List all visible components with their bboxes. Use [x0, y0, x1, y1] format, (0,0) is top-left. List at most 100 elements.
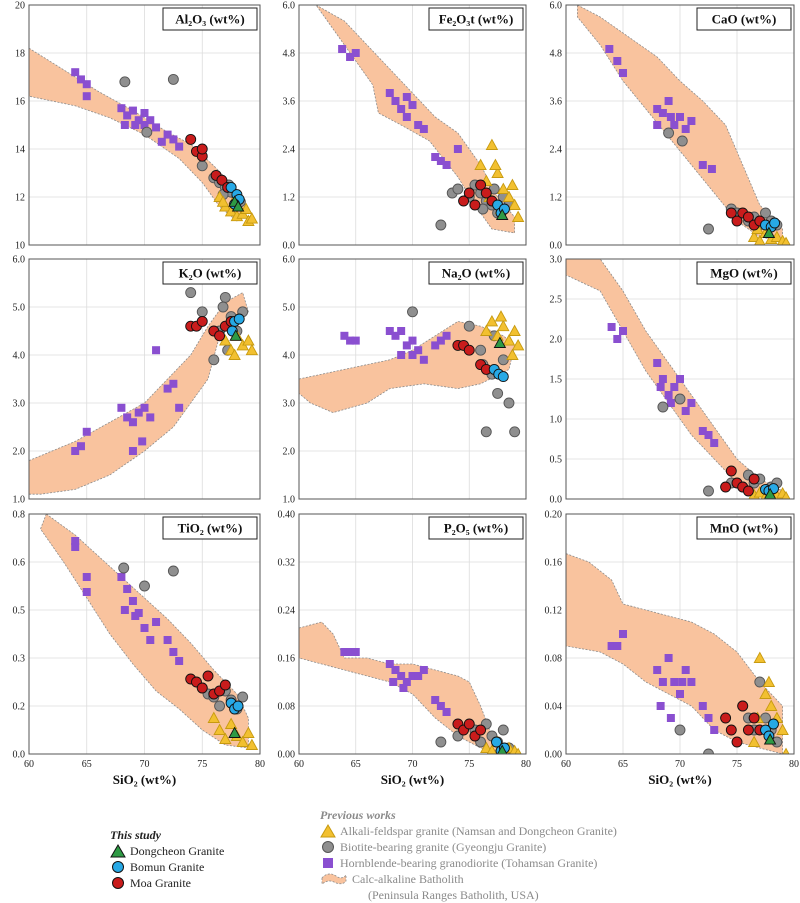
- alkali-point: [508, 198, 521, 210]
- y-tick-label: 0.0: [13, 750, 26, 761]
- circle-icon: [112, 861, 124, 873]
- x-tick-label: 70: [675, 759, 685, 770]
- y-tick-label: 1.5: [550, 375, 563, 386]
- hornblende-point: [664, 97, 673, 105]
- alkali-point: [245, 212, 259, 224]
- alkali-point: [506, 178, 519, 190]
- y-tick-label: 0.8: [13, 510, 26, 521]
- hornblende-point: [82, 588, 91, 596]
- legend-label-hornblende: Hornblende-bearing granodiorite (Tohamsa…: [340, 855, 598, 870]
- circle-icon: [112, 877, 124, 889]
- hornblende-point: [670, 383, 679, 391]
- hornblende-point: [613, 335, 622, 343]
- hornblende-point: [71, 537, 80, 545]
- y-tick-label: 2.5: [550, 295, 563, 306]
- biotite-point: [435, 219, 447, 231]
- hornblende-point: [140, 403, 149, 412]
- y-tick-label: 4.0: [283, 351, 296, 362]
- biotite-point: [452, 183, 464, 195]
- hornblende-point: [687, 678, 696, 686]
- dongcheon-point: [229, 329, 242, 341]
- biotite-point: [219, 291, 231, 303]
- hornblende-point: [152, 618, 161, 626]
- y-tick-label: 0.3: [13, 654, 26, 665]
- hornblende-point: [666, 714, 675, 722]
- moa-point: [720, 712, 732, 724]
- chart-panel-6: 0.0 0.5 1.0 1.5 2.0 2.5 3.0 MgO (wt%): [550, 255, 795, 506]
- hornblende-point: [128, 597, 137, 605]
- alkali-point: [781, 490, 791, 499]
- biotite-point: [703, 748, 714, 754]
- hornblende-point: [346, 53, 355, 61]
- y-tick-label: 1.0: [283, 495, 296, 506]
- hornblende-point: [666, 113, 675, 121]
- y-tick-label: 20: [15, 1, 25, 12]
- y-tick-label: 0.6: [13, 558, 26, 569]
- alkali-point: [511, 210, 525, 222]
- y-tick-label: 4.8: [550, 49, 563, 60]
- panel-frame: [565, 258, 795, 500]
- y-tick-label: 6.0: [283, 1, 296, 12]
- legend-label-alkali: Alkali-feldspar granite (Namsan and Dong…: [340, 823, 617, 838]
- moa-point: [469, 199, 481, 211]
- hornblende-point: [419, 355, 428, 364]
- chart-panel-5: 1.0 2.0 3.0 4.0 5.0 6.0 Na₂O (wt%): [283, 255, 527, 506]
- moa-point: [725, 207, 737, 219]
- legend-item-bomun: Bomun Granite: [110, 859, 224, 875]
- hornblende-point: [175, 403, 184, 412]
- x-axis-label: SiO₂ (wt%): [113, 772, 176, 787]
- panel-frame: [298, 4, 527, 246]
- moa-point: [731, 736, 743, 748]
- hornblende-point: [134, 408, 143, 417]
- batholith-envelope: [29, 292, 249, 495]
- panel-frame: [298, 513, 527, 755]
- hornblende-point: [163, 384, 172, 393]
- moa-point: [219, 679, 231, 691]
- hornblende-point: [152, 346, 161, 355]
- hornblende-point: [698, 702, 707, 710]
- biotite-point: [435, 736, 447, 748]
- hornblende-point: [619, 69, 627, 77]
- batholith-envelope: [29, 47, 249, 222]
- bomun-point: [491, 736, 502, 748]
- alkali-point: [781, 236, 791, 245]
- panel-title-box: [162, 516, 258, 540]
- legend-item-alkali: Alkali-feldspar granite (Namsan and Dong…: [320, 823, 617, 839]
- hornblende-point: [704, 431, 713, 439]
- hornblende-point: [138, 437, 147, 446]
- batholith-envelope: [577, 5, 783, 242]
- legend-item-biotite: Biotite-bearing granite (Gyeongju Granit…: [320, 839, 617, 855]
- y-tick-label: 0.2: [13, 702, 26, 713]
- y-tick-label: 0.0: [550, 495, 563, 506]
- y-tick-label: 3.6: [283, 97, 296, 108]
- hornblende-point: [670, 121, 679, 129]
- chart-panel-3: 0.0 1.2 2.4 3.6 4.8 6.0 CaO (wt%): [550, 1, 795, 252]
- hornblende-point: [134, 116, 143, 125]
- alkali-point: [224, 717, 238, 729]
- chart-panel-1: 10 12 14 16 18 20 Al₂O₃ (wt%): [15, 1, 261, 252]
- hornblende-point: [163, 130, 172, 139]
- alkali-point: [219, 732, 232, 744]
- bomun-point: [233, 313, 245, 325]
- hornblende-point: [351, 336, 360, 345]
- data-points: [605, 45, 791, 245]
- y-tick-label: 16: [15, 97, 25, 108]
- x-axis-label: SiO₂ (wt%): [381, 772, 444, 787]
- biotite-point: [503, 397, 515, 409]
- panel-title: Na₂O (wt%): [442, 266, 511, 281]
- hornblende-point: [658, 678, 667, 686]
- alkali-point: [747, 735, 761, 747]
- chart-panel-9: 0.00 0.04 0.08 0.12 0.16 0.20 60 65 70 75 80 SiO₂ (…: [545, 510, 800, 788]
- panel-title-box: [428, 261, 524, 285]
- data-points: [607, 323, 791, 499]
- x-tick-label: 70: [140, 759, 150, 770]
- biotite-point: [676, 135, 688, 147]
- dongcheon-point: [763, 733, 777, 745]
- x-tick-label: 80: [521, 759, 531, 770]
- data-points: [71, 287, 259, 455]
- moa-point: [463, 718, 475, 730]
- y-tick-label: 0.32: [278, 558, 296, 569]
- panel-title: MgO (wt%): [710, 266, 778, 281]
- hornblende-point: [397, 105, 406, 113]
- alkali-point: [762, 675, 776, 687]
